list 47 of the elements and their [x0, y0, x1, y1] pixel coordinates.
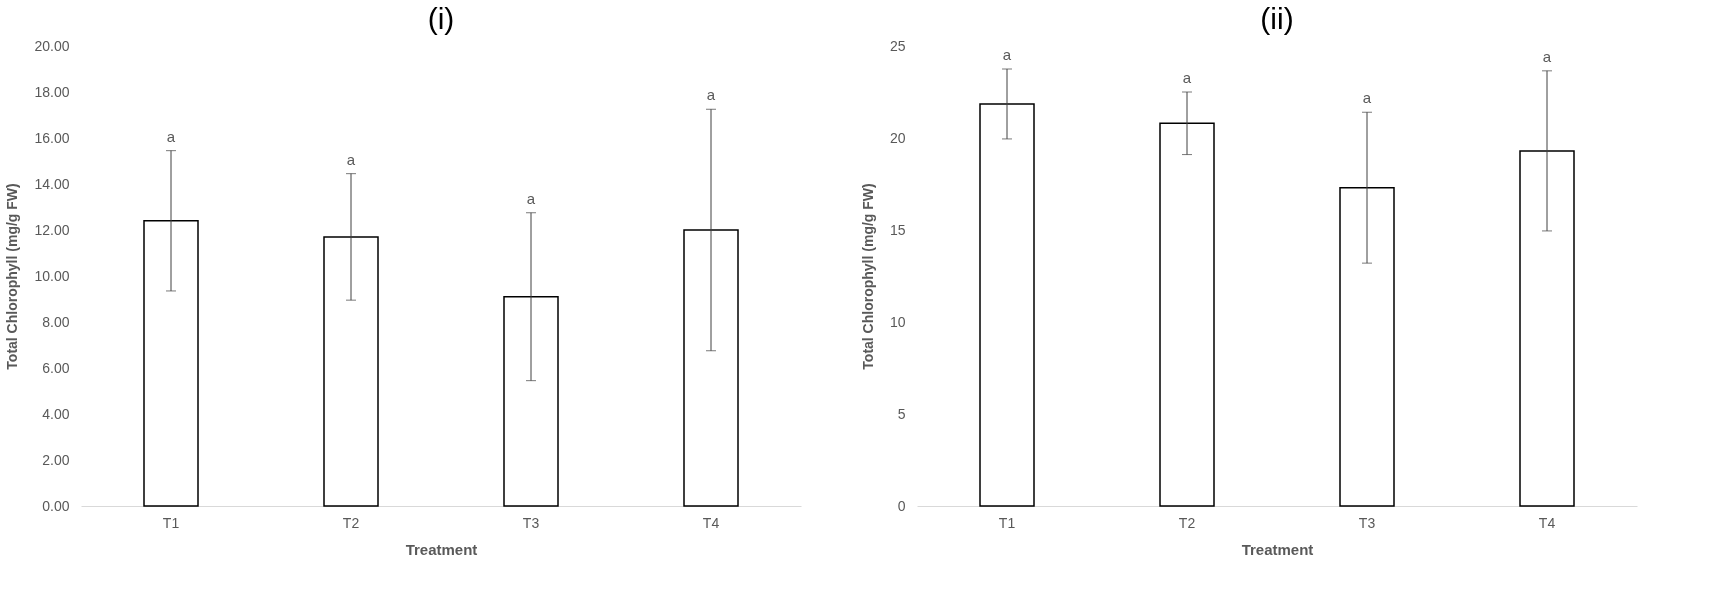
annotation: a [1182, 69, 1192, 86]
y-tick-label: 2.00 [42, 451, 70, 468]
annotation: a [1542, 47, 1552, 65]
annotation: a [166, 127, 176, 145]
annotation: a [1002, 46, 1012, 63]
y-tick-label: 15 [889, 221, 906, 238]
bar [683, 229, 739, 507]
x-tick-label: T1 [998, 514, 1016, 531]
bar [979, 103, 1035, 507]
y-tick-label: 14.00 [34, 175, 70, 192]
x-tick-label: T2 [342, 514, 360, 531]
x-axis-title: Treatment [1241, 540, 1314, 558]
y-tick-label: 20 [889, 129, 906, 146]
x-axis-title: Treatment [405, 540, 478, 558]
bar [323, 236, 379, 507]
y-tick-label: 4.00 [42, 405, 70, 422]
x-tick-label: T4 [1538, 514, 1556, 531]
x-tick-label: T3 [1358, 514, 1376, 531]
bar [1339, 186, 1395, 507]
x-tick-label: T3 [522, 514, 540, 531]
chart-title: (ii) [1260, 2, 1294, 35]
y-tick-label: 18.00 [34, 83, 70, 100]
bar [143, 220, 199, 507]
annotation: a [706, 86, 716, 104]
y-axis-title: Total Chlorophyll (mg/g FW) [859, 183, 876, 370]
y-tick-label: 25 [889, 37, 906, 54]
y-axis-title: Total Chlorophyll (mg/g FW) [4, 183, 21, 370]
bar [1159, 122, 1215, 507]
y-tick-label: 12.00 [34, 221, 70, 238]
bar [1519, 150, 1575, 507]
y-tick-label: 20.00 [34, 37, 70, 54]
x-tick-label: T1 [162, 514, 180, 531]
y-tick-label: 0.00 [42, 497, 70, 514]
annotation: a [526, 189, 536, 207]
bar [503, 295, 559, 507]
y-tick-label: 16.00 [34, 129, 70, 146]
annotation: a [1362, 89, 1372, 107]
y-tick-label: 8.00 [42, 313, 70, 330]
y-tick-label: 5 [897, 405, 906, 422]
x-tick-label: T4 [702, 514, 720, 531]
x-tick-label: T2 [1178, 514, 1196, 531]
y-tick-label: 10 [889, 313, 906, 330]
y-tick-label: 6.00 [42, 359, 70, 376]
y-tick-label: 0 [897, 497, 906, 514]
y-tick-label: 10.00 [34, 267, 70, 284]
annotation: a [346, 150, 356, 168]
chart-title: (i) [427, 2, 455, 35]
